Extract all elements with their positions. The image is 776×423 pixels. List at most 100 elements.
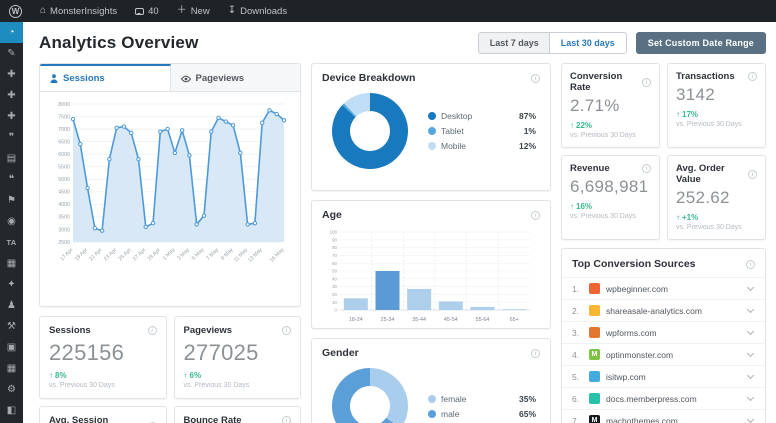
info-icon[interactable] [746, 259, 755, 269]
legend-item-female: female 35% [428, 394, 536, 404]
up-arrow-icon: ↑ [570, 202, 574, 211]
wp-admin-bar: W ⌂ MonsterInsights 40 ＋ New ↧ Downloads [0, 0, 776, 22]
legend-dot-icon [428, 112, 436, 120]
legend-value: 35% [518, 393, 536, 404]
menu-users-icon[interactable]: ♟ [7, 300, 16, 311]
menu-monsterinsights-icon[interactable]: ◔ [0, 22, 23, 43]
svg-text:6500: 6500 [58, 139, 70, 145]
svg-text:10: 10 [332, 300, 337, 305]
stat-change: ↑ 16% [570, 202, 651, 211]
range-button-last-7-days[interactable]: Last 7 days [479, 33, 550, 53]
chevron-down-icon[interactable] [746, 349, 755, 358]
sessions-line-chart: 8000 7500 7000 6500 6000 5500 5000 4500 4000 3500… [40, 92, 300, 282]
menu-media-icon[interactable]: ✚ [7, 90, 16, 101]
device-breakdown-panel: Device Breakdown Desktop 87% Tablet 1% Mobil… [311, 63, 551, 191]
panel-head: Age [312, 201, 550, 224]
site-menu[interactable]: ⌂ MonsterInsights [31, 0, 126, 22]
stat-card-sessions: Sessions 225156 ↑ 8% vs. Previous 30 Day… [39, 316, 167, 399]
menu-comments-icon[interactable]: ❝ [8, 174, 15, 185]
menu-settings-icon[interactable]: ⚙ [7, 384, 16, 395]
source-row[interactable]: 7. M machothemes.com [562, 409, 765, 423]
svg-text:0: 0 [335, 308, 338, 313]
info-icon[interactable] [642, 164, 651, 173]
menu-tools-icon[interactable]: ⚒ [7, 321, 16, 332]
source-row[interactable]: 2. shareasale-analytics.com [562, 299, 765, 321]
person-icon [50, 74, 58, 83]
source-row[interactable]: 6. docs.memberpress.com [562, 387, 765, 409]
chevron-down-icon[interactable] [746, 415, 755, 423]
downloads-menu[interactable]: ↧ Downloads [219, 0, 296, 22]
top-conversion-sources-panel: Top Conversion Sources 1. wpbeginner.com… [561, 248, 766, 423]
menu-links-icon[interactable]: ✚ [7, 111, 16, 122]
menu-dashboard-icon[interactable]: ✎ [7, 48, 16, 59]
info-icon[interactable] [748, 72, 757, 81]
source-row[interactable]: 1. wpbeginner.com [562, 277, 765, 299]
favicon-icon [589, 283, 600, 294]
dashboard-columns: Sessions Pageviews 8000 7500 7000 6500 6000 5… [39, 63, 766, 423]
favicon-icon [589, 327, 600, 338]
menu-appearance-icon[interactable]: ⚑ [7, 195, 16, 206]
menu-seo-icon[interactable]: ✦ [7, 279, 16, 290]
info-icon[interactable] [147, 326, 157, 335]
chevron-down-icon[interactable] [746, 327, 755, 336]
chevron-down-icon[interactable] [746, 283, 755, 292]
source-row[interactable]: 3. wpforms.com [562, 321, 765, 343]
wp-logo-menu[interactable]: W [0, 0, 31, 22]
source-domain: shareasale-analytics.com [606, 305, 702, 316]
tab-pageviews[interactable]: Pageviews [170, 64, 300, 91]
comments-menu[interactable]: 40 [126, 0, 168, 22]
source-rank: 1. [572, 283, 580, 294]
svg-text:25 Apr: 25 Apr [118, 247, 133, 262]
stat-change: ↑ 8% [49, 371, 157, 380]
tab-sessions[interactable]: Sessions [40, 64, 171, 91]
source-domain: optinmonster.com [606, 349, 674, 360]
chevron-down-icon[interactable] [746, 371, 755, 380]
svg-text:4000: 4000 [58, 202, 70, 208]
menu-gallery-icon[interactable]: ▦ [6, 258, 17, 269]
svg-text:27 Apr: 27 Apr [132, 247, 147, 262]
source-rank: 4. [572, 349, 580, 360]
set-custom-date-range-button[interactable]: Set Custom Date Range [635, 32, 766, 54]
info-icon[interactable] [642, 77, 651, 87]
menu-plugins-icon[interactable]: ◉ [7, 216, 16, 227]
eye-icon [180, 75, 191, 83]
menu-testimonials-icon[interactable]: ❞ [8, 132, 15, 143]
stat-change-value: +1% [682, 213, 699, 222]
svg-text:90: 90 [332, 237, 337, 242]
chevron-down-icon[interactable] [746, 305, 755, 314]
panel-title: Device Breakdown [322, 72, 416, 84]
svg-text:35-44: 35-44 [412, 317, 426, 323]
stat-change-value: 22% [576, 121, 593, 130]
info-icon[interactable] [748, 169, 757, 179]
tab-pageviews-label: Pageviews [195, 73, 245, 84]
legend-label: female [441, 393, 467, 404]
source-row[interactable]: 5. isitwp.com [562, 365, 765, 387]
info-icon[interactable] [282, 326, 291, 335]
chevron-down-icon[interactable] [746, 393, 755, 402]
info-icon[interactable] [531, 73, 540, 83]
page-title: Analytics Overview [39, 33, 199, 52]
menu-collapse-icon[interactable]: ◧ [6, 405, 17, 416]
svg-text:20: 20 [332, 292, 337, 297]
menu-ta-icon[interactable]: TA [6, 238, 17, 247]
wordpress-logo-icon: W [9, 4, 22, 18]
stat-card-conversion-rate: Conversion Rate 2.71% ↑ 22% vs. Previous… [561, 63, 660, 148]
info-icon[interactable] [531, 348, 540, 358]
menu-pages-icon[interactable]: ▤ [6, 153, 17, 164]
svg-text:11 May: 11 May [233, 247, 249, 263]
stat-card-bounce-rate: Bounce Rate 75.90% ↑ [173, 406, 301, 423]
menu-forms-icon[interactable]: ▦ [6, 363, 17, 374]
analytics-overview-page: Analytics Overview Last 7 days Last 30 da… [23, 22, 776, 423]
source-domain: wpbeginner.com [606, 283, 668, 294]
stat-card-head: Pageviews [184, 325, 291, 336]
download-icon: ↧ [227, 5, 237, 16]
range-button-last-30-days[interactable]: Last 30 days [549, 33, 626, 53]
favicon-icon: M [589, 349, 600, 360]
info-icon[interactable] [531, 210, 540, 220]
info-icon[interactable] [282, 416, 291, 423]
source-row[interactable]: 4. M optinmonster.com [562, 343, 765, 365]
new-content-menu[interactable]: ＋ New [168, 0, 219, 22]
menu-posts-icon[interactable]: ✚ [7, 69, 16, 80]
menu-widgets-icon[interactable]: ▣ [6, 342, 17, 353]
svg-text:18-24: 18-24 [349, 317, 363, 323]
